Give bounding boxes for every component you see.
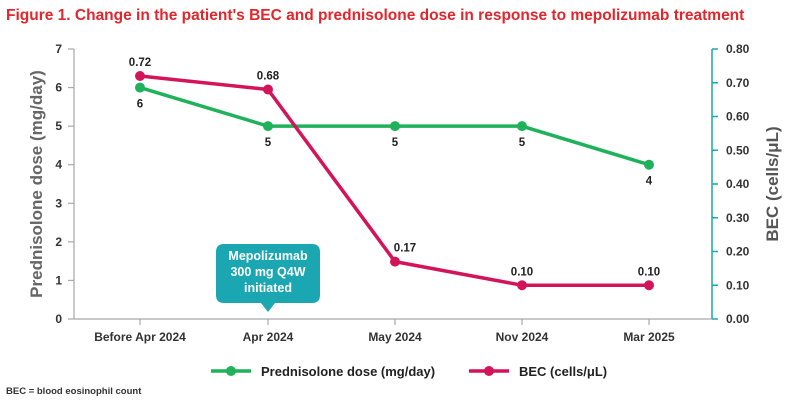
right-y-tick-label: 0.30	[726, 211, 750, 225]
prednisolone-point	[135, 82, 145, 93]
legend-bec-label: BEC (cells/μL)	[519, 364, 607, 379]
legend-bec-marker	[484, 366, 494, 376]
bec-data-label: 0.68	[257, 71, 280, 83]
left-y-tick-label: 1	[55, 273, 62, 287]
left-y-tick-label: 3	[55, 196, 62, 210]
annotation-text-line: Mepolizumab	[228, 249, 308, 263]
right-y-tick-label: 0.10	[726, 278, 750, 292]
prednisolone-point	[517, 121, 527, 132]
right-y-tick-label: 0.80	[726, 42, 750, 56]
right-y-axis-title: BEC (cells/μL)	[763, 126, 782, 241]
right-y-tick-label: 0.60	[726, 110, 750, 124]
right-y-tick-label: 0.40	[726, 177, 750, 191]
right-y-tick-label: 0.00	[726, 312, 750, 326]
legend-prednisolone-marker	[226, 366, 236, 376]
right-y-tick-label: 0.70	[726, 76, 750, 90]
left-y-tick-label: 2	[55, 235, 62, 249]
bec-data-label: 0.72	[129, 57, 151, 69]
prednisolone-data-label: 6	[137, 99, 143, 111]
prednisolone-data-label: 5	[392, 137, 399, 149]
left-y-tick-label: 5	[55, 119, 62, 133]
bec-data-label: 0.10	[638, 266, 660, 278]
left-y-tick-label: 6	[55, 81, 62, 95]
right-y-tick-label: 0.20	[726, 245, 750, 259]
right-y-tick-label: 0.50	[726, 143, 750, 157]
x-tick-label: Before Apr 2024	[94, 330, 186, 344]
bec-data-label: 0.17	[394, 243, 416, 255]
bec-point	[263, 84, 273, 95]
left-y-tick-label: 0	[55, 312, 62, 326]
prednisolone-data-label: 4	[646, 176, 653, 188]
prednisolone-point	[390, 121, 400, 132]
prednisolone-point	[263, 121, 273, 132]
bec-point	[390, 256, 400, 267]
annotation-callout-box	[216, 244, 320, 312]
bec-point	[517, 280, 527, 291]
x-tick-label: Apr 2024	[243, 330, 294, 344]
prednisolone-data-label: 5	[519, 137, 526, 149]
bec-data-label: 0.10	[511, 266, 533, 278]
annotation-text-line: initiated	[244, 281, 292, 295]
prednisolone-point	[644, 159, 654, 170]
footnote: BEC = blood eosinophil count	[6, 386, 142, 397]
left-y-tick-label: 7	[55, 42, 62, 56]
annotation-text-line: 300 mg Q4W	[230, 265, 305, 279]
x-tick-label: May 2024	[368, 330, 422, 344]
bec-point	[135, 71, 145, 81]
left-y-tick-label: 4	[55, 158, 62, 172]
legend-prednisolone-label: Prednisolone dose (mg/day)	[261, 364, 435, 379]
x-tick-label: Mar 2025	[623, 330, 675, 344]
x-tick-label: Nov 2024	[496, 330, 549, 344]
chart-title: Figure 1. Change in the patient's BEC an…	[6, 7, 745, 24]
bec-point	[644, 280, 654, 291]
left-y-axis-title: Prednisolone dose (mg/day)	[27, 70, 46, 298]
prednisolone-data-label: 5	[265, 137, 272, 149]
